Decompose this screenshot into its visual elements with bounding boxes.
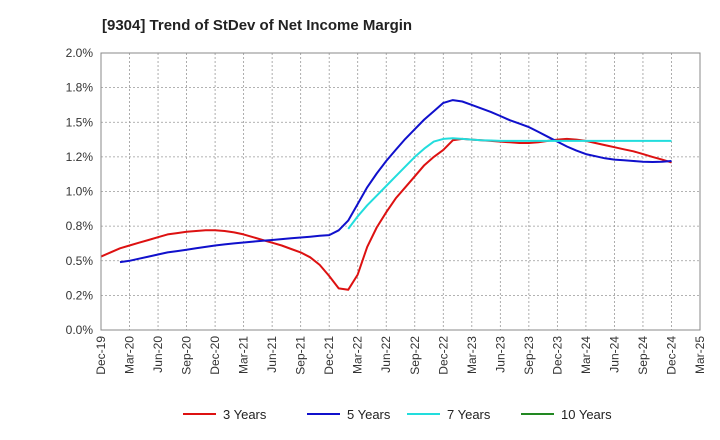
x-tick-label: Jun-20 <box>151 336 165 373</box>
x-tick-label: Mar-24 <box>579 336 593 374</box>
series-line-7-years <box>347 137 672 230</box>
x-tick-label: Dec-24 <box>664 336 678 375</box>
x-tick-label: Dec-22 <box>436 336 450 375</box>
x-tick-label: Sep-22 <box>408 336 422 375</box>
x-tick-label: Mar-23 <box>465 336 479 374</box>
y-tick-label: 1.2% <box>66 150 94 164</box>
x-tick-label: Sep-21 <box>294 336 308 375</box>
x-tick-label: Mar-20 <box>123 336 137 374</box>
x-tick-label: Sep-24 <box>636 336 650 375</box>
chart-title: [9304] Trend of StDev of Net Income Marg… <box>102 17 412 34</box>
legend-label: 3 Years <box>223 407 267 422</box>
x-tick-label: Dec-23 <box>550 336 564 375</box>
x-tick-label: Dec-19 <box>94 336 108 375</box>
legend: 3 Years 5 Years 7 Years 10 Years <box>183 407 612 422</box>
plot-lines <box>100 99 672 291</box>
x-tick-label: Jun-24 <box>607 336 621 373</box>
legend-label: 7 Years <box>447 407 491 422</box>
x-tick-label: Dec-21 <box>322 336 336 375</box>
x-axis-ticks: Dec-19 Mar-20 Jun-20 Sep-20 Dec-20 Mar-21 Jun-… <box>94 336 707 375</box>
y-tick-label: 0.8% <box>66 219 94 233</box>
x-tick-label: Dec-20 <box>208 336 222 375</box>
x-tick-label: Mar-21 <box>237 336 251 374</box>
y-tick-label: 1.0% <box>66 185 94 199</box>
y-axis-ticks: 0.0% 0.2% 0.5% 0.8% 1.0% 1.2% 1.5% 1.8% 2.0% <box>66 46 94 337</box>
y-tick-label: 0.2% <box>66 288 94 302</box>
legend-label: 5 Years <box>347 407 391 422</box>
y-tick-label: 2.0% <box>66 46 94 60</box>
plot-frame <box>100 52 701 331</box>
y-tick-label: 0.5% <box>66 254 94 268</box>
x-tick-label: Mar-25 <box>693 336 707 374</box>
x-tick-label: Sep-20 <box>180 336 194 375</box>
y-tick-label: 0.0% <box>66 323 94 337</box>
series-line-3-years <box>100 137 672 291</box>
x-tick-label: Jun-21 <box>265 336 279 373</box>
legend-label: 10 Years <box>561 407 612 422</box>
x-tick-label: Jun-23 <box>493 336 507 373</box>
y-tick-label: 1.8% <box>66 81 94 95</box>
x-tick-label: Mar-22 <box>351 336 365 374</box>
x-tick-label: Jun-22 <box>379 336 393 373</box>
y-tick-label: 1.5% <box>66 115 94 129</box>
x-tick-label: Sep-23 <box>522 336 536 375</box>
series-line-5-years <box>119 99 672 264</box>
